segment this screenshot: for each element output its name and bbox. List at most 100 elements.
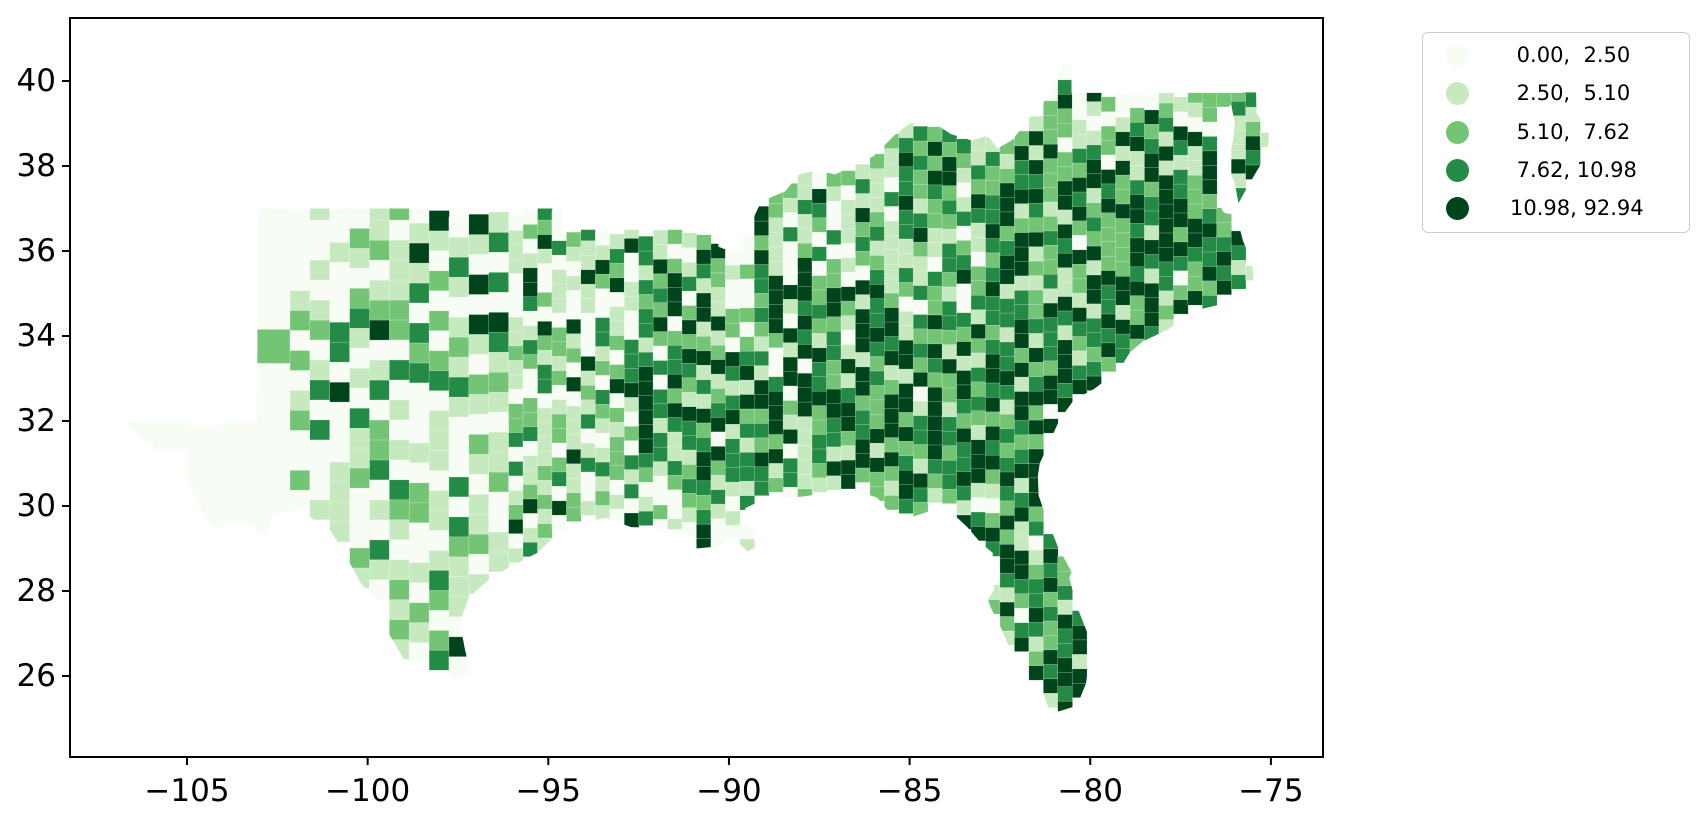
county [956, 456, 972, 472]
county [255, 498, 291, 534]
county [289, 249, 311, 271]
county [566, 390, 582, 407]
county [696, 364, 712, 380]
county [1057, 79, 1073, 95]
county [898, 166, 914, 182]
county [985, 526, 1001, 543]
county [1129, 92, 1146, 109]
county [985, 295, 1001, 311]
county [580, 370, 596, 386]
county [566, 289, 582, 306]
county [710, 344, 727, 360]
county [739, 494, 755, 511]
county [1173, 284, 1189, 300]
county [826, 460, 842, 477]
county [725, 322, 741, 338]
county [566, 275, 582, 291]
county [468, 493, 490, 515]
county [782, 255, 799, 271]
county [912, 400, 929, 416]
county [884, 249, 900, 265]
county [869, 269, 886, 285]
county [811, 173, 828, 190]
county [985, 512, 1001, 528]
county [696, 523, 712, 539]
legend-marker [1446, 44, 1469, 68]
county [1173, 183, 1189, 199]
county [1043, 244, 1059, 261]
county [1043, 201, 1059, 217]
county [898, 339, 914, 355]
county [941, 459, 958, 475]
county [1028, 607, 1044, 623]
county [999, 240, 1016, 256]
county [1115, 347, 1131, 364]
county [797, 271, 813, 287]
county [941, 141, 958, 158]
county [725, 524, 741, 541]
county [884, 292, 900, 308]
county [595, 302, 611, 318]
county [941, 242, 958, 259]
county [970, 453, 987, 469]
county [956, 413, 972, 429]
county [667, 431, 683, 447]
county [840, 199, 857, 215]
county [595, 461, 611, 477]
county [468, 313, 490, 335]
county [898, 137, 914, 153]
county [329, 361, 351, 383]
county [652, 403, 669, 419]
county [1173, 111, 1189, 127]
county [884, 191, 900, 207]
county [912, 169, 929, 185]
county [768, 462, 784, 479]
county [580, 297, 596, 314]
county [623, 454, 640, 470]
county [609, 378, 625, 394]
county [826, 214, 842, 231]
county [956, 167, 972, 183]
county [811, 231, 828, 247]
county [999, 138, 1016, 155]
county [912, 487, 929, 503]
county [869, 341, 886, 357]
county [768, 274, 784, 291]
county [912, 198, 929, 214]
county [537, 204, 553, 221]
county [927, 429, 943, 446]
county [580, 384, 596, 401]
county [1144, 181, 1160, 197]
county [580, 341, 596, 357]
county [1057, 397, 1073, 413]
county [681, 377, 698, 393]
county [522, 209, 539, 225]
county [681, 492, 698, 509]
county [580, 240, 596, 256]
county [1129, 237, 1146, 253]
county [927, 372, 943, 388]
county [595, 446, 611, 463]
county [537, 219, 553, 235]
county [329, 401, 351, 423]
county [956, 254, 972, 270]
county [912, 414, 929, 431]
county [255, 192, 291, 228]
county [1057, 238, 1073, 254]
county [1043, 215, 1059, 232]
county [221, 455, 257, 491]
county [289, 269, 311, 291]
county [696, 494, 712, 510]
county [927, 270, 943, 287]
county [970, 496, 987, 513]
county [488, 311, 510, 333]
county [970, 178, 987, 195]
county [1230, 158, 1247, 174]
county [884, 234, 900, 251]
county [970, 265, 987, 282]
county [1028, 636, 1044, 652]
county [508, 533, 524, 549]
county [696, 509, 712, 525]
county [508, 518, 524, 534]
county [595, 230, 611, 246]
